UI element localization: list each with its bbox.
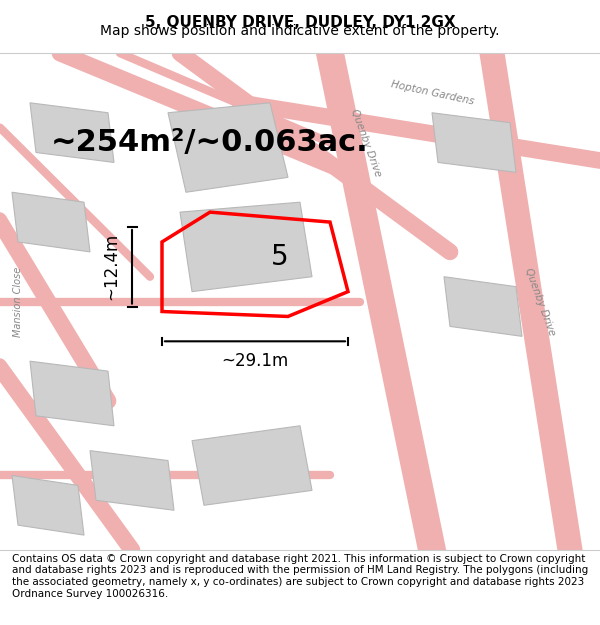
Polygon shape: [90, 451, 174, 510]
Polygon shape: [444, 277, 522, 336]
Text: Quenby Drive: Quenby Drive: [523, 266, 557, 337]
Text: ~12.4m: ~12.4m: [102, 233, 120, 301]
Text: Quenby Drive: Quenby Drive: [349, 107, 383, 177]
Polygon shape: [192, 426, 312, 505]
Text: Contains OS data © Crown copyright and database right 2021. This information is : Contains OS data © Crown copyright and d…: [12, 554, 588, 599]
Polygon shape: [432, 112, 516, 173]
Polygon shape: [30, 102, 114, 162]
Polygon shape: [180, 202, 312, 292]
Polygon shape: [30, 361, 114, 426]
Text: ~254m²/~0.063ac.: ~254m²/~0.063ac.: [51, 128, 369, 157]
Polygon shape: [168, 102, 288, 192]
Polygon shape: [12, 476, 84, 535]
Text: 5: 5: [271, 243, 289, 271]
Text: Map shows position and indicative extent of the property.: Map shows position and indicative extent…: [100, 24, 500, 38]
Polygon shape: [12, 192, 90, 252]
Text: Mansion Close: Mansion Close: [13, 266, 23, 337]
Text: ~29.1m: ~29.1m: [221, 352, 289, 370]
Text: 5, QUENBY DRIVE, DUDLEY, DY1 2GX: 5, QUENBY DRIVE, DUDLEY, DY1 2GX: [145, 15, 455, 30]
Text: Hopton Gardens: Hopton Gardens: [389, 79, 475, 107]
